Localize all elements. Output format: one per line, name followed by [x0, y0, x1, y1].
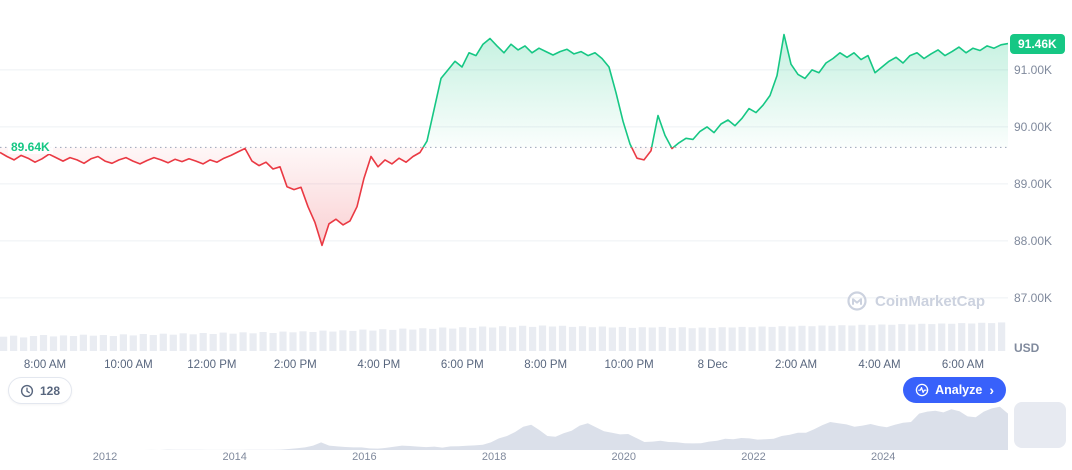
y-axis-tick-label: 91.00K — [1014, 62, 1053, 77]
x-axis-tick-label: 8:00 PM — [524, 359, 568, 371]
coinmarketcap-logo-icon — [847, 291, 867, 311]
year-tick-label: 2024 — [870, 451, 896, 463]
timeline-selector-chart[interactable] — [6, 404, 1008, 450]
currency-label: USD — [1014, 341, 1040, 355]
history-count: 128 — [40, 383, 61, 398]
x-axis-tick-label: 4:00 AM — [858, 359, 901, 371]
y-axis-tick-label: 90.00K — [1014, 119, 1053, 134]
current-price-badge: 91.46K — [1010, 33, 1065, 54]
y-axis-tick-label: 89.00K — [1014, 176, 1053, 191]
x-axis-tick-label: 12:00 PM — [187, 359, 237, 371]
x-axis-tick-label: 10:00 PM — [604, 359, 654, 371]
chevron-right-icon: › — [989, 382, 994, 398]
x-axis: 8:00 AM 10:00 AM 12:00 PM 2:00 PM 4:00 PM 6:0… — [0, 359, 1008, 374]
x-axis-tick-label: 8 Dec — [697, 359, 728, 371]
coinmarketcap-watermark: CoinMarketCap — [846, 290, 985, 312]
watermark-text: CoinMarketCap — [875, 292, 986, 310]
y-axis-tick-label: 87.00K — [1014, 290, 1053, 305]
x-axis-tick-label: 2:00 AM — [774, 359, 818, 371]
analyze-label: Analyze — [935, 383, 983, 397]
year-tick-label: 2014 — [222, 451, 247, 463]
analyze-pulse-icon — [915, 383, 929, 397]
x-axis-tick-label: 4:00 PM — [357, 359, 401, 371]
x-axis-tick-label: 6:00 PM — [440, 359, 484, 371]
main-price-chart[interactable]: 89.64K CoinMarketCap — [0, 0, 1008, 352]
year-tick-label: 2016 — [352, 451, 377, 463]
x-axis-tick-label: 6:00 AM — [941, 359, 985, 371]
year-tick-label: 2012 — [92, 451, 118, 463]
timeline-scrollbar-handle[interactable] — [1014, 402, 1066, 448]
x-axis-tick-label: 8:00 AM — [23, 359, 67, 371]
y-axis-tick-label: 88.00K — [1014, 233, 1053, 248]
analyze-button[interactable]: Analyze › — [903, 377, 1006, 403]
baseline-price-label: 89.64K — [8, 140, 53, 154]
history-chart-canvas[interactable] — [6, 404, 1008, 450]
year-tick-label: 2018 — [481, 451, 507, 463]
y-axis: 91.46K USD 91.00K 90.00K 89.00K 88.00K 87.00… — [1008, 0, 1072, 355]
price-chart-canvas[interactable] — [0, 0, 1008, 352]
year-tick-label: 2020 — [611, 451, 637, 463]
year-tick-label: 2022 — [741, 451, 766, 463]
x-axis-tick-label: 10:00 AM — [104, 359, 153, 371]
timeline-year-axis: 2012 2014 2016 2018 2020 2022 2024 — [0, 451, 1072, 466]
clock-icon — [20, 384, 34, 397]
history-count-badge[interactable]: 128 — [8, 377, 73, 404]
x-axis-tick-label: 2:00 PM — [273, 359, 317, 371]
